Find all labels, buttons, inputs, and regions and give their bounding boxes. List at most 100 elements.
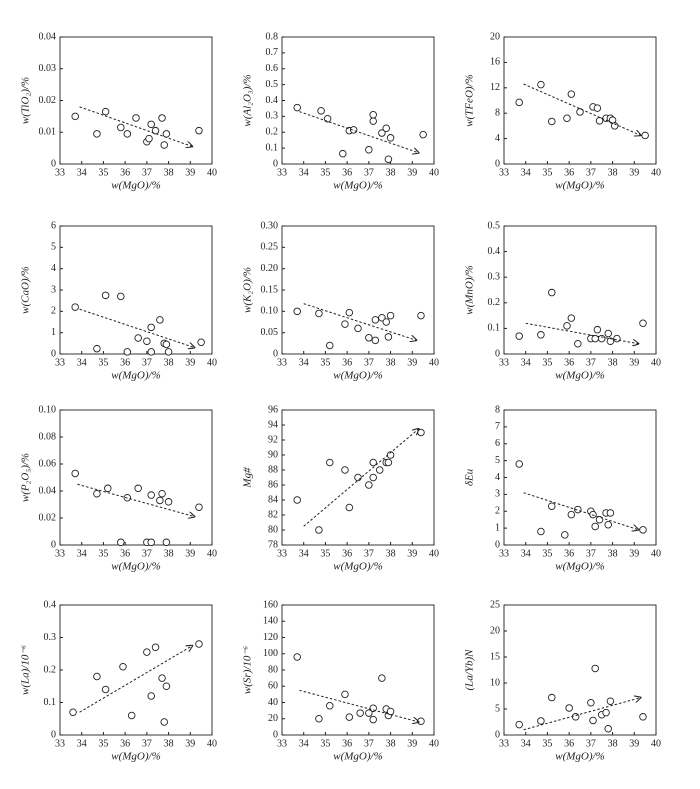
data-point xyxy=(567,510,576,519)
data-point xyxy=(375,466,384,474)
y-tick-label: 0.3 xyxy=(44,632,57,643)
x-tick-label: 38 xyxy=(386,738,396,749)
x-tick-label: 36 xyxy=(120,167,130,178)
x-axis-label: w(MgO)/% xyxy=(333,180,383,192)
data-point xyxy=(382,124,390,133)
data-point xyxy=(127,711,136,720)
y-tick-label: 12 xyxy=(490,82,500,93)
data-point xyxy=(134,484,142,493)
y-tick-label: 0.3 xyxy=(266,111,279,122)
y-tick-label: 16 xyxy=(490,57,500,68)
y-tick-label: 90 xyxy=(268,449,278,460)
y-tick-label: 0.05 xyxy=(261,327,279,338)
data-point xyxy=(119,663,127,671)
x-tick-label: 36 xyxy=(120,357,130,368)
x-tick-label: 37 xyxy=(364,167,374,178)
y-tick-label: 94 xyxy=(268,419,278,430)
x-tick-label: 38 xyxy=(164,357,174,368)
x-tick-label: 36 xyxy=(120,738,130,749)
plot-frame xyxy=(503,225,657,355)
data-point xyxy=(315,309,323,318)
plot-frame xyxy=(281,409,435,546)
x-tick-label: 36 xyxy=(564,167,574,178)
data-point xyxy=(71,112,79,121)
data-point xyxy=(349,126,358,134)
data-point xyxy=(602,708,610,717)
x-tick-label: 34 xyxy=(77,167,87,178)
data-point xyxy=(378,129,386,137)
data-point xyxy=(576,108,584,116)
x-tick-label: 37 xyxy=(364,357,374,368)
x-tick-label: 36 xyxy=(342,357,352,368)
data-point xyxy=(341,320,349,328)
x-tick-label: 38 xyxy=(608,357,618,368)
data-point xyxy=(132,114,140,122)
x-tick-label: 40 xyxy=(651,357,661,368)
y-tick-label: 6 xyxy=(495,438,500,449)
y-tick-label: 0.30 xyxy=(261,220,279,231)
y-tick-label: 0.8 xyxy=(266,31,279,42)
data-point xyxy=(93,672,101,681)
x-tick-label: 36 xyxy=(342,548,352,559)
y-tick-label: 10 xyxy=(490,677,500,688)
y-tick-label: 0.04 xyxy=(39,485,57,496)
data-point xyxy=(386,707,395,716)
x-axis-label: w(MgO)/% xyxy=(555,751,605,763)
y-tick-label: 4 xyxy=(495,472,500,483)
data-point xyxy=(613,334,621,343)
y-tick-label: 3 xyxy=(495,489,500,500)
y-tick-label: 0.7 xyxy=(266,47,279,58)
plot-frame xyxy=(503,36,657,165)
x-tick-label: 34 xyxy=(299,738,309,749)
x-tick-label: 33 xyxy=(499,357,509,368)
data-point xyxy=(639,526,647,534)
data-point xyxy=(365,481,373,489)
trend-arrow xyxy=(523,698,641,731)
x-tick-label: 36 xyxy=(342,738,352,749)
y-tick-label: 0.20 xyxy=(261,263,279,274)
x-tick-label: 35 xyxy=(320,167,330,178)
x-tick-label: 37 xyxy=(364,548,374,559)
x-tick-label: 39 xyxy=(629,357,639,368)
trend-arrow xyxy=(79,308,195,347)
x-tick-label: 38 xyxy=(164,548,174,559)
y-tick-label: 92 xyxy=(268,434,278,445)
data-point xyxy=(597,334,606,343)
y-tick-label: 0.06 xyxy=(39,458,57,469)
y-tick-label: 0 xyxy=(51,348,56,359)
y-axis-label: w(Al₂O₃)/% xyxy=(242,74,254,126)
data-point xyxy=(356,709,364,717)
x-tick-label: 33 xyxy=(55,167,65,178)
x-tick-label: 40 xyxy=(429,167,439,178)
data-point xyxy=(143,337,151,345)
x-tick-label: 34 xyxy=(521,738,531,749)
plot-frame xyxy=(59,225,213,355)
data-point xyxy=(151,126,160,135)
y-tick-label: 160 xyxy=(263,599,278,610)
x-tick-label: 35 xyxy=(98,167,108,178)
x-axis-label: w(MgO)/% xyxy=(555,370,605,382)
y-tick-label: 15 xyxy=(490,651,500,662)
data-point xyxy=(354,473,362,482)
x-axis-label: w(MgO)/% xyxy=(333,370,383,382)
y-tick-label: 40 xyxy=(268,697,278,708)
data-point xyxy=(147,348,155,356)
data-point xyxy=(339,149,347,158)
trend-arrow xyxy=(523,492,639,530)
data-point xyxy=(101,291,110,300)
y-tick-label: 0 xyxy=(51,158,56,169)
x-tick-label: 34 xyxy=(77,548,87,559)
x-tick-label: 33 xyxy=(277,738,287,749)
data-point xyxy=(548,117,556,126)
data-point xyxy=(548,693,556,702)
data-point xyxy=(593,325,602,334)
y-axis-label: w(K₂O)/% xyxy=(242,267,254,313)
y-tick-label: 88 xyxy=(268,464,278,475)
data-point xyxy=(591,522,599,531)
plot-frame xyxy=(281,36,435,165)
x-tick-label: 40 xyxy=(429,738,439,749)
x-tick-label: 34 xyxy=(77,357,87,368)
x-tick-label: 38 xyxy=(608,167,618,178)
data-point xyxy=(164,498,173,506)
